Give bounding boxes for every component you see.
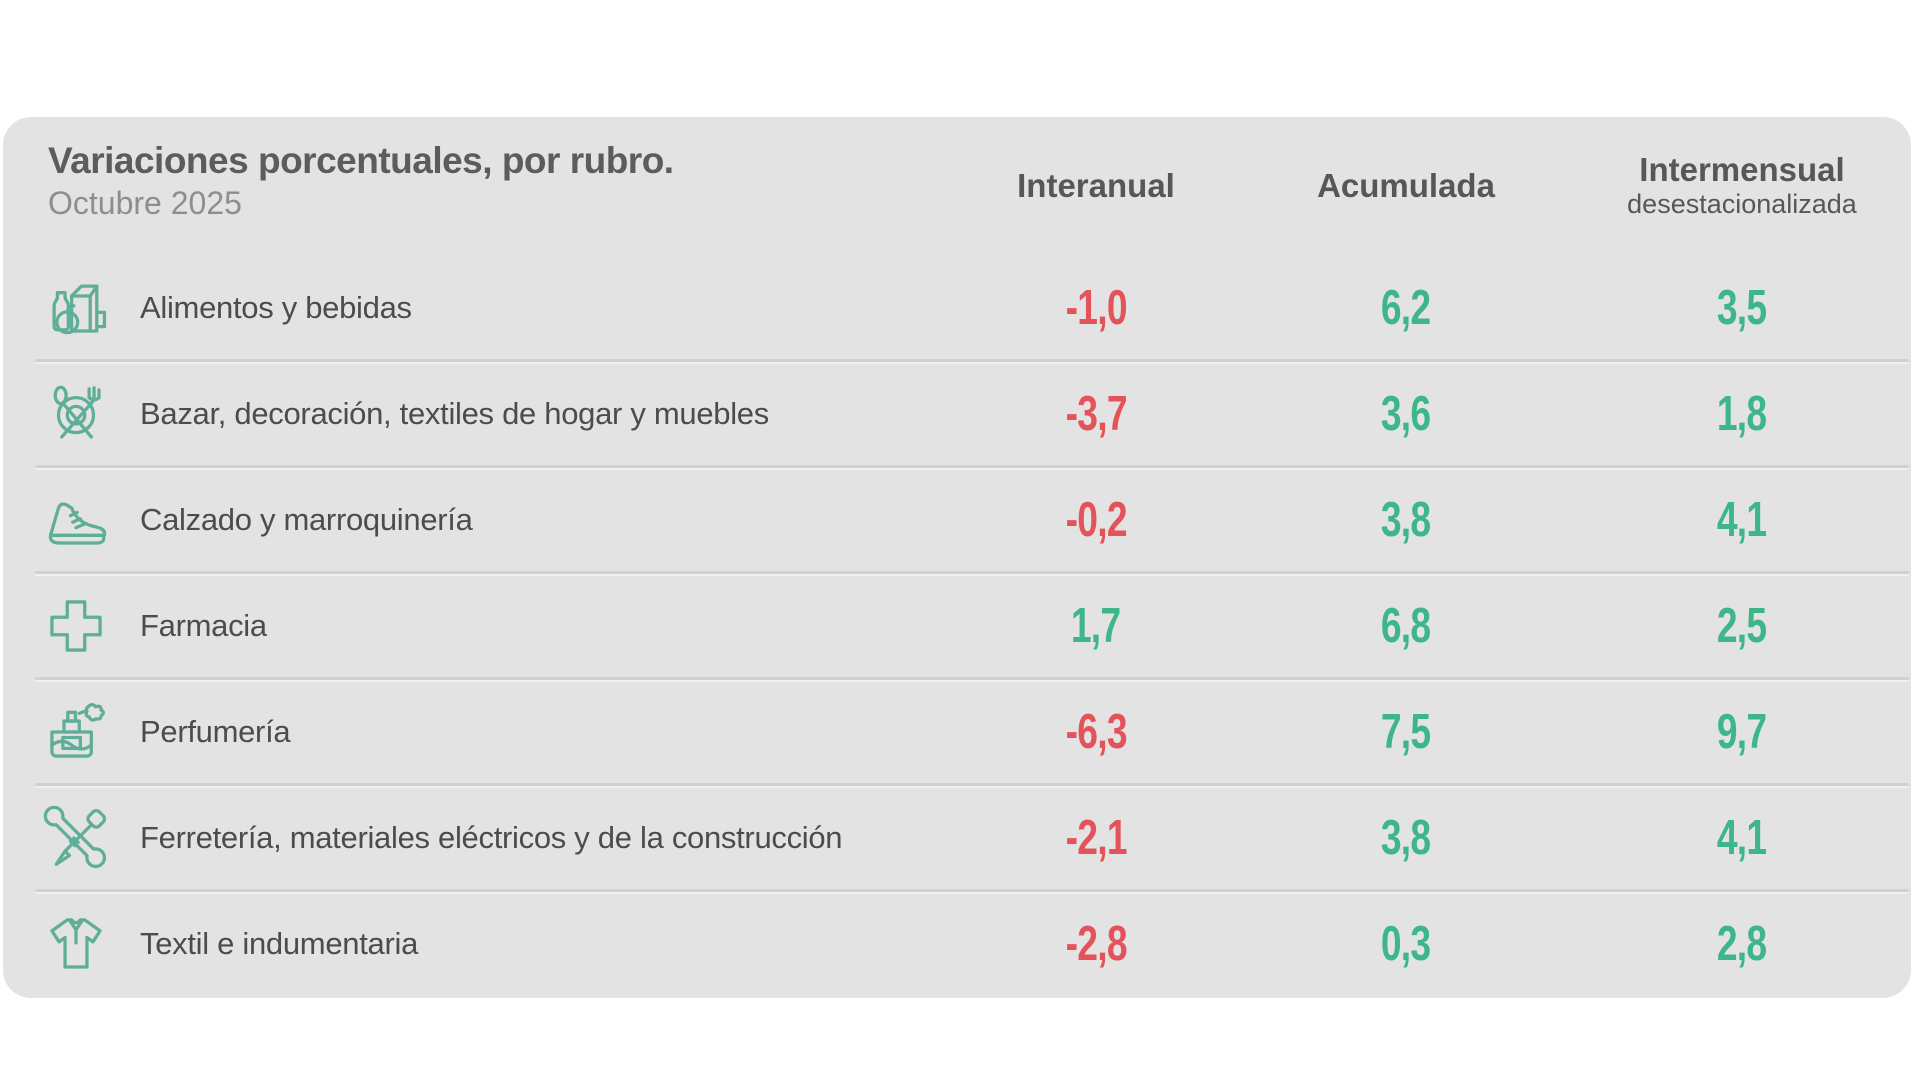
polo-shirt-icon [39,906,113,982]
table-row: Ferretería, materiales eléctricos y de l… [3,783,1911,891]
value-cell: 4,1 [1607,467,1877,573]
table-row: Farmacia 1,7 6,8 2,5 [3,571,1911,679]
value-intermensual: 3,5 [1717,281,1767,335]
table-row: Bazar, decoración, textiles de hogar y m… [3,359,1911,467]
variations-table-card: Variaciones porcentuales, por rubro. Oct… [3,117,1911,998]
column-header-label: Interanual [1017,166,1175,204]
sneaker-icon [48,502,107,545]
value-cell: -6,3 [966,679,1226,785]
value-acumulada: 3,6 [1381,387,1431,441]
page-title: Variaciones porcentuales, por rubro. [48,140,674,181]
column-header-label: Acumulada [1317,166,1495,204]
value-acumulada: 7,5 [1381,705,1431,759]
sneaker-icon [39,482,113,558]
value-cell: 7,5 [1276,679,1536,785]
perfume-icon [50,703,105,758]
value-intermensual: 1,8 [1717,387,1767,441]
value-intermensual: 4,1 [1717,493,1767,547]
polo-shirt-icon [50,918,102,969]
value-cell: 0,3 [1276,891,1536,997]
column-header-sublabel: desestacionalizada [1627,188,1857,219]
value-cell: 9,7 [1607,679,1877,785]
value-cell: 4,1 [1607,785,1877,891]
groceries-icon [39,270,113,346]
value-intermensual: 2,5 [1717,599,1767,653]
table-row: Perfumería -6,3 7,5 9,7 [3,677,1911,785]
value-interanual: -1,0 [1065,281,1127,335]
value-acumulada: 6,2 [1381,281,1431,335]
value-intermensual: 4,1 [1717,811,1767,865]
value-acumulada: 3,8 [1381,493,1431,547]
tableware-icon [39,376,113,452]
value-cell: -1,0 [966,255,1226,361]
row-label: Perfumería [140,714,291,749]
value-cell: -3,7 [966,361,1226,467]
value-acumulada: 6,8 [1381,599,1431,653]
value-intermensual: 2,8 [1717,917,1767,971]
value-intermensual: 9,7 [1717,705,1767,759]
tools-icon [43,805,107,869]
value-cell: 6,8 [1276,573,1536,679]
column-header-intermensual: Intermensual desestacionalizada [1607,117,1877,255]
value-interanual: -6,3 [1065,705,1127,759]
table-row: Calzado y marroquinería -0,2 3,8 4,1 [3,465,1911,573]
row-label: Bazar, decoración, textiles de hogar y m… [140,396,769,431]
pharmacy-cross-icon [50,600,102,652]
value-cell: 3,8 [1276,467,1536,573]
value-cell: -2,1 [966,785,1226,891]
perfume-icon [39,694,113,770]
table-row: Textil e indumentaria -2,8 0,3 2,8 [3,889,1911,997]
value-cell: -2,8 [966,891,1226,997]
value-cell: 3,6 [1276,361,1536,467]
value-cell: 2,8 [1607,891,1877,997]
value-acumulada: 3,8 [1381,811,1431,865]
page-subtitle: Octubre 2025 [48,184,242,221]
card-title-block: Variaciones porcentuales, por rubro. Oct… [48,140,674,221]
table-row: Alimentos y bebidas -1,0 6,2 3,5 [3,255,1911,361]
row-label: Calzado y marroquinería [140,502,473,537]
value-cell: 3,5 [1607,255,1877,361]
value-cell: 3,8 [1276,785,1536,891]
column-header-interanual: Interanual [966,117,1226,255]
column-header-label: Intermensual [1639,151,1845,189]
table-rows: Alimentos y bebidas -1,0 6,2 3,5 Bazar, … [3,255,1911,997]
value-cell: 1,7 [966,573,1226,679]
pharmacy-cross-icon [39,588,113,664]
row-label: Alimentos y bebidas [140,290,412,325]
value-interanual: -2,8 [1065,917,1127,971]
value-interanual: -3,7 [1065,387,1127,441]
value-cell: -0,2 [966,467,1226,573]
row-label: Textil e indumentaria [140,926,419,961]
tools-icon [39,800,113,876]
column-header-acumulada: Acumulada [1276,117,1536,255]
tableware-icon [53,385,101,439]
row-label: Ferretería, materiales eléctricos y de l… [140,820,843,855]
value-cell: 1,8 [1607,361,1877,467]
value-interanual: -0,2 [1065,493,1127,547]
value-interanual: 1,7 [1071,599,1121,653]
value-cell: 6,2 [1276,255,1536,361]
row-label: Farmacia [140,608,267,643]
value-acumulada: 0,3 [1381,917,1431,971]
value-cell: 2,5 [1607,573,1877,679]
value-interanual: -2,1 [1065,811,1127,865]
groceries-icon [52,284,107,335]
